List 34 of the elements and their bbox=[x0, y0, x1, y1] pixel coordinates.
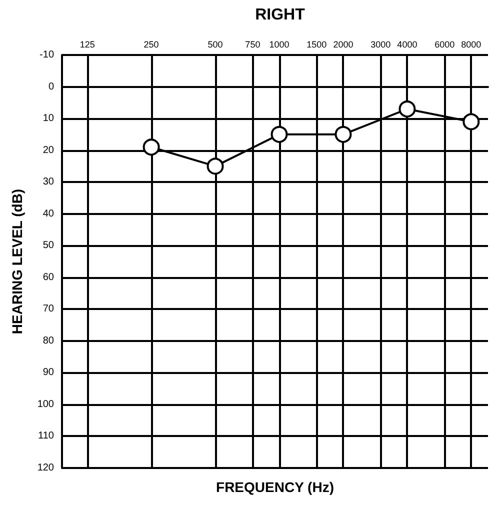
point bbox=[270, 126, 288, 143]
x-tick-label: 3000 bbox=[370, 40, 391, 50]
point bbox=[334, 126, 352, 143]
point bbox=[398, 100, 416, 118]
y-tick-label: 60 bbox=[42, 272, 54, 283]
y-tick-label: 120 bbox=[37, 462, 54, 474]
y-tick-label: 0 bbox=[48, 81, 54, 92]
point bbox=[206, 158, 224, 175]
y-tick-label: -10 bbox=[40, 50, 54, 60]
x-tick-label: 6000 bbox=[434, 40, 455, 50]
y-axis-title: HEARING LEVEL (dB) bbox=[9, 188, 25, 334]
x-tick-label: 250 bbox=[144, 40, 159, 50]
x-tick-label: 750 bbox=[245, 40, 260, 50]
x-tick-label: 8000 bbox=[461, 40, 482, 50]
x-tick-label: 1500 bbox=[306, 40, 327, 50]
x-axis-title: FREQUENCY (Hz) bbox=[216, 479, 334, 495]
y-tick-label: 100 bbox=[37, 398, 54, 410]
y-tick-label: 30 bbox=[42, 176, 54, 188]
x-tick-label: 4000 bbox=[397, 40, 418, 50]
y-tick-label: 10 bbox=[42, 113, 54, 124]
y-tick-label: 50 bbox=[42, 240, 54, 252]
y-tick-label: 80 bbox=[42, 335, 54, 346]
y-tick-label: 90 bbox=[42, 367, 54, 378]
point bbox=[142, 138, 160, 156]
y-tick-label: 70 bbox=[42, 304, 54, 315]
x-tick-label: 2000 bbox=[333, 40, 354, 50]
y-tick-label: 40 bbox=[42, 208, 54, 220]
x-tick-label: 500 bbox=[208, 40, 223, 50]
x-tick-label: 125 bbox=[80, 40, 95, 50]
y-tick-label: 110 bbox=[38, 430, 54, 442]
chart-title: RIGHT bbox=[255, 6, 306, 24]
y-tick-label: 20 bbox=[42, 144, 54, 156]
point bbox=[462, 113, 480, 130]
x-tick-label: 1000 bbox=[269, 40, 290, 50]
